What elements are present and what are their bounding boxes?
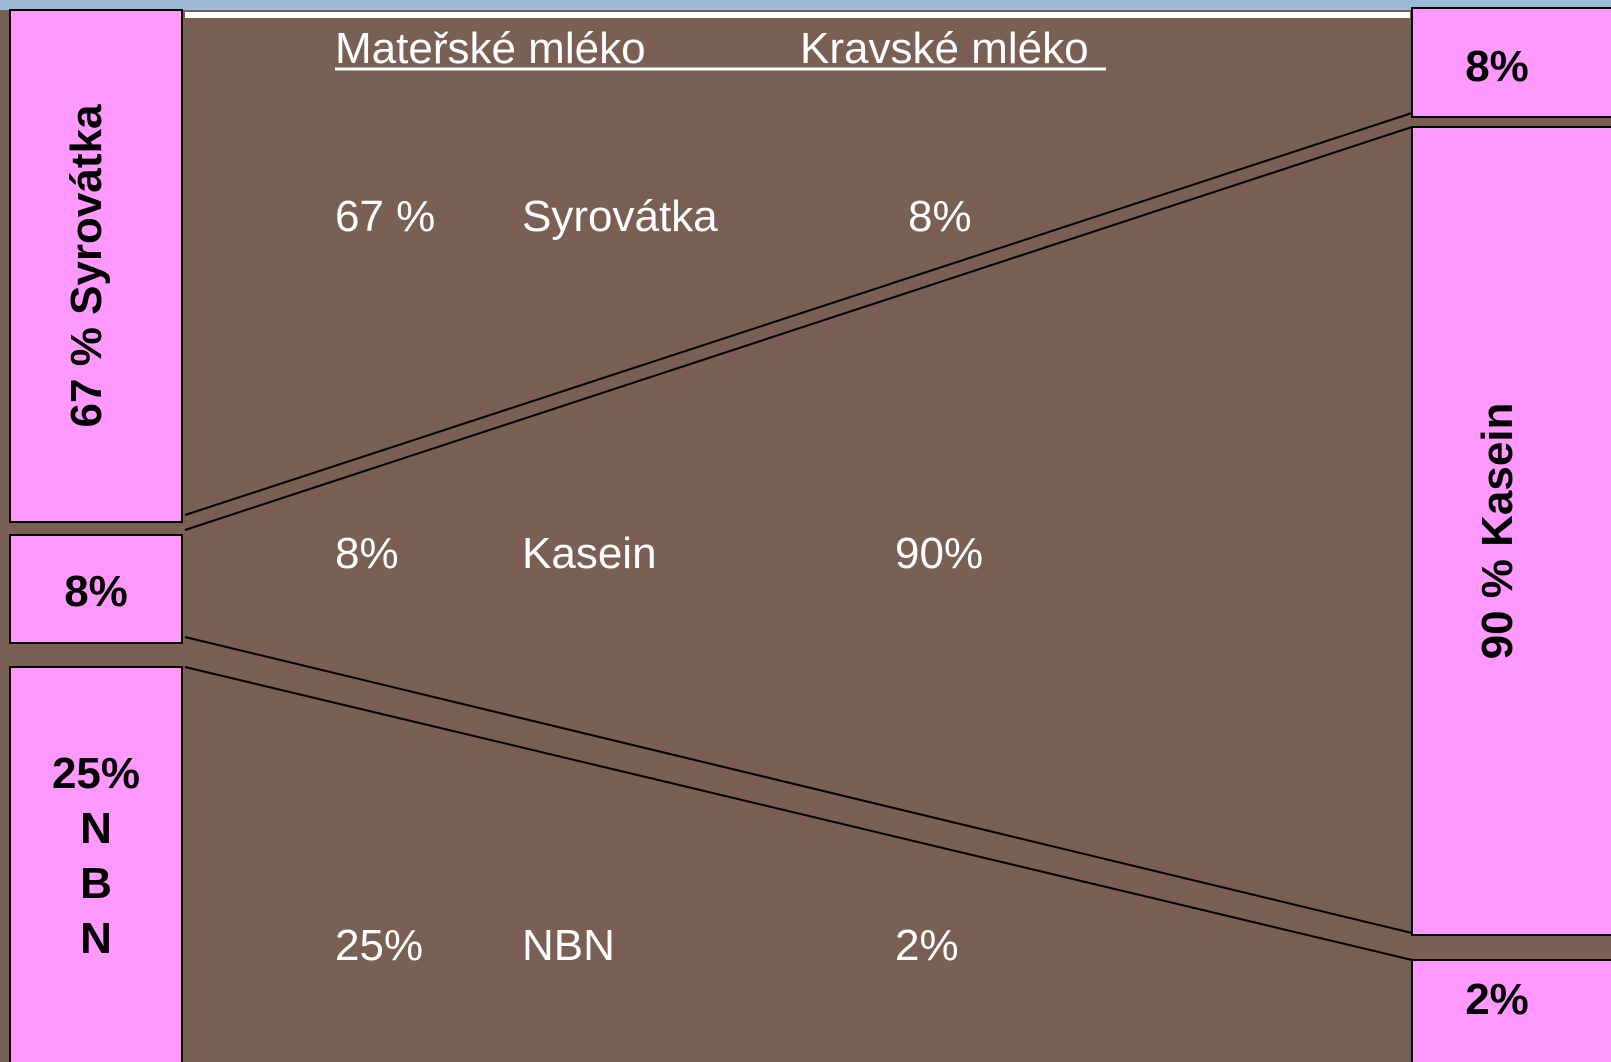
box-label: 2%: [1465, 975, 1529, 1024]
cell: NBN: [522, 921, 615, 970]
top-line: [185, 12, 1410, 18]
box-label: 25%: [52, 749, 140, 798]
cell: Kasein: [522, 529, 657, 578]
box-label: B: [80, 859, 112, 908]
top-bar: [0, 0, 1611, 10]
column-header: Kravské mléko: [800, 24, 1089, 73]
right-box: [1411, 959, 1611, 1062]
box-label: N: [80, 914, 112, 963]
cell: 67 %: [335, 192, 435, 241]
column-header: Mateřské mléko: [335, 24, 646, 73]
cell: 90%: [895, 529, 983, 578]
cell: 25%: [335, 921, 423, 970]
left-box: [9, 9, 183, 523]
connector: [184, 112, 1413, 516]
connector: [184, 636, 1413, 934]
cell: 8%: [335, 529, 399, 578]
connector: [184, 666, 1413, 961]
box-label: 8%: [64, 567, 128, 616]
box-label: 90 % Kasein: [1473, 403, 1522, 660]
right-box: [1411, 7, 1611, 118]
cell: 8%: [908, 192, 972, 241]
cell: 2%: [895, 921, 959, 970]
box-label: 67 % Syrovátka: [62, 104, 111, 427]
left-box: [9, 534, 183, 644]
box-label: N: [80, 804, 112, 853]
connector: [184, 126, 1413, 531]
cell: Syrovátka: [522, 192, 718, 241]
box-label: 8%: [1465, 42, 1529, 91]
left-box: [9, 666, 183, 1062]
right-box: [1411, 126, 1611, 936]
